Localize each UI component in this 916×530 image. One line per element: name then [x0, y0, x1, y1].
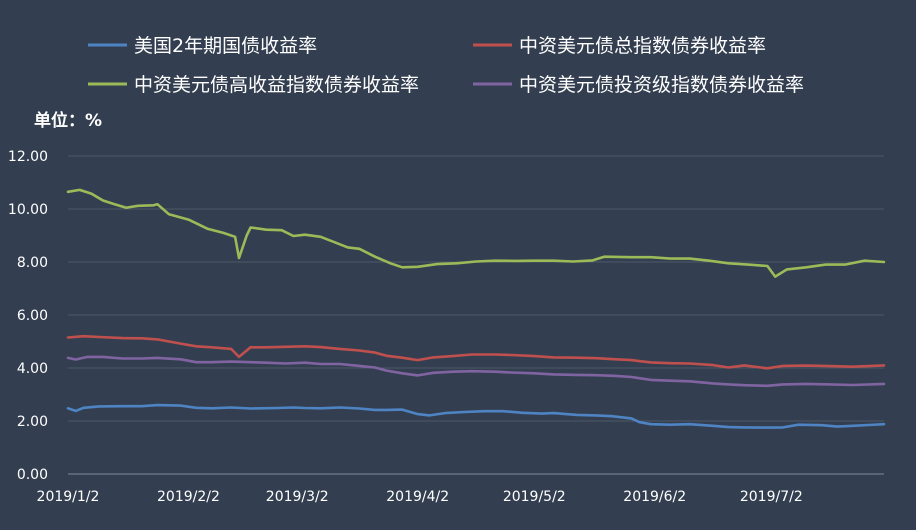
y-tick-label: 12.00: [8, 149, 48, 165]
series-line-1: [66, 334, 886, 370]
legend: 美国2年期国债收益率 中资美元债总指数债券收益率 中资美元债高收益指数债券收益率…: [88, 35, 804, 96]
x-axis-ticks: 2019/1/2 2019/2/2 2019/3/2 2019/4/2 2019/5/2…: [37, 489, 803, 505]
x-tick-label: 2019/5/2: [503, 489, 566, 505]
series-line-0: [66, 403, 886, 429]
y-tick-label: 10.00: [8, 202, 48, 218]
y-tick-label: 8.00: [17, 255, 48, 271]
legend-label-total-index: 中资美元债总指数债券收益率: [519, 35, 766, 57]
y-axis-ticks: 0.00 2.00 4.00 6.00 8.00 10.00 12.00: [8, 149, 48, 483]
series-line-2: [66, 188, 886, 278]
y-tick-label: 6.00: [17, 308, 48, 324]
legend-label-investment-grade: 中资美元债投资级指数债券收益率: [519, 74, 804, 96]
series-line-3: [66, 355, 886, 388]
series-lines: [66, 188, 886, 429]
x-tick-label: 2019/2/2: [157, 489, 220, 505]
x-tick-label: 2019/6/2: [623, 489, 686, 505]
legend-label-us-2y: 美国2年期国债收益率: [134, 35, 317, 57]
x-tick-label: 2019/1/2: [37, 489, 100, 505]
x-tick-label: 2019/4/2: [386, 489, 449, 505]
legend-label-high-yield: 中资美元债高收益指数债券收益率: [134, 74, 419, 96]
x-tick-label: 2019/3/2: [266, 489, 329, 505]
y-tick-label: 2.00: [17, 414, 48, 430]
y-tick-label: 0.00: [17, 467, 48, 483]
y-tick-label: 4.00: [17, 361, 48, 377]
x-tick-label: 2019/7/2: [740, 489, 803, 505]
unit-label: 单位：%: [34, 110, 102, 131]
